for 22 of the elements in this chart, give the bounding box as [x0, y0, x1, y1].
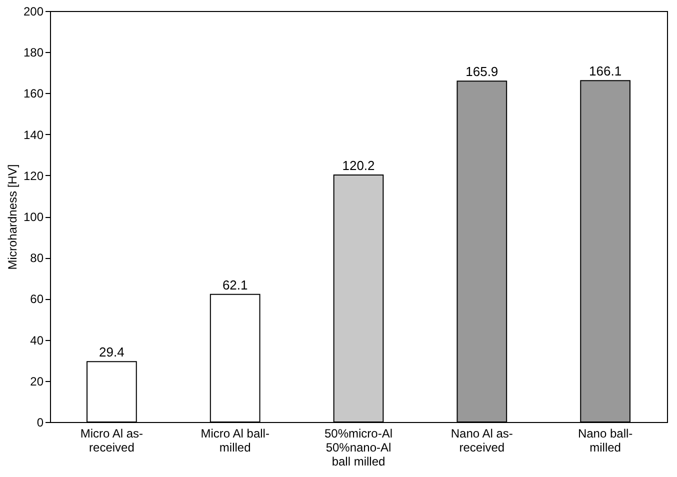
x-tick-label: Micro Al ball-milled: [200, 426, 270, 454]
data-label: 165.9: [466, 64, 498, 80]
x-tick-label: Micro Al as-received: [80, 426, 144, 454]
y-tick-label: 160: [23, 86, 44, 101]
y-tick-label: 180: [23, 46, 44, 60]
y-tick-label: 40: [30, 333, 44, 348]
data-label: 166.1: [589, 64, 622, 79]
y-tick-label: 100: [23, 210, 44, 224]
y-tick-label: 120: [23, 168, 44, 183]
x-tick-label: Nano ball-milled: [578, 426, 633, 454]
data-label: 29.4: [99, 344, 124, 360]
x-tick-label: 50%micro-Al 50%nano-Al ball milled: [324, 426, 393, 468]
y-tick-label: 80: [30, 251, 44, 266]
data-label: 120.2: [342, 158, 375, 173]
y-axis-title: Microhardness [HV]: [5, 164, 20, 270]
data-label: 62.1: [222, 277, 248, 292]
y-tick-label: 140: [23, 128, 44, 142]
x-tick-label: Nano Al as-received: [450, 426, 513, 454]
y-tick-label: 20: [30, 374, 44, 388]
y-tick-label: 200: [23, 4, 44, 18]
y-tick-label: 0: [36, 416, 44, 430]
y-tick-label: 60: [30, 292, 44, 306]
